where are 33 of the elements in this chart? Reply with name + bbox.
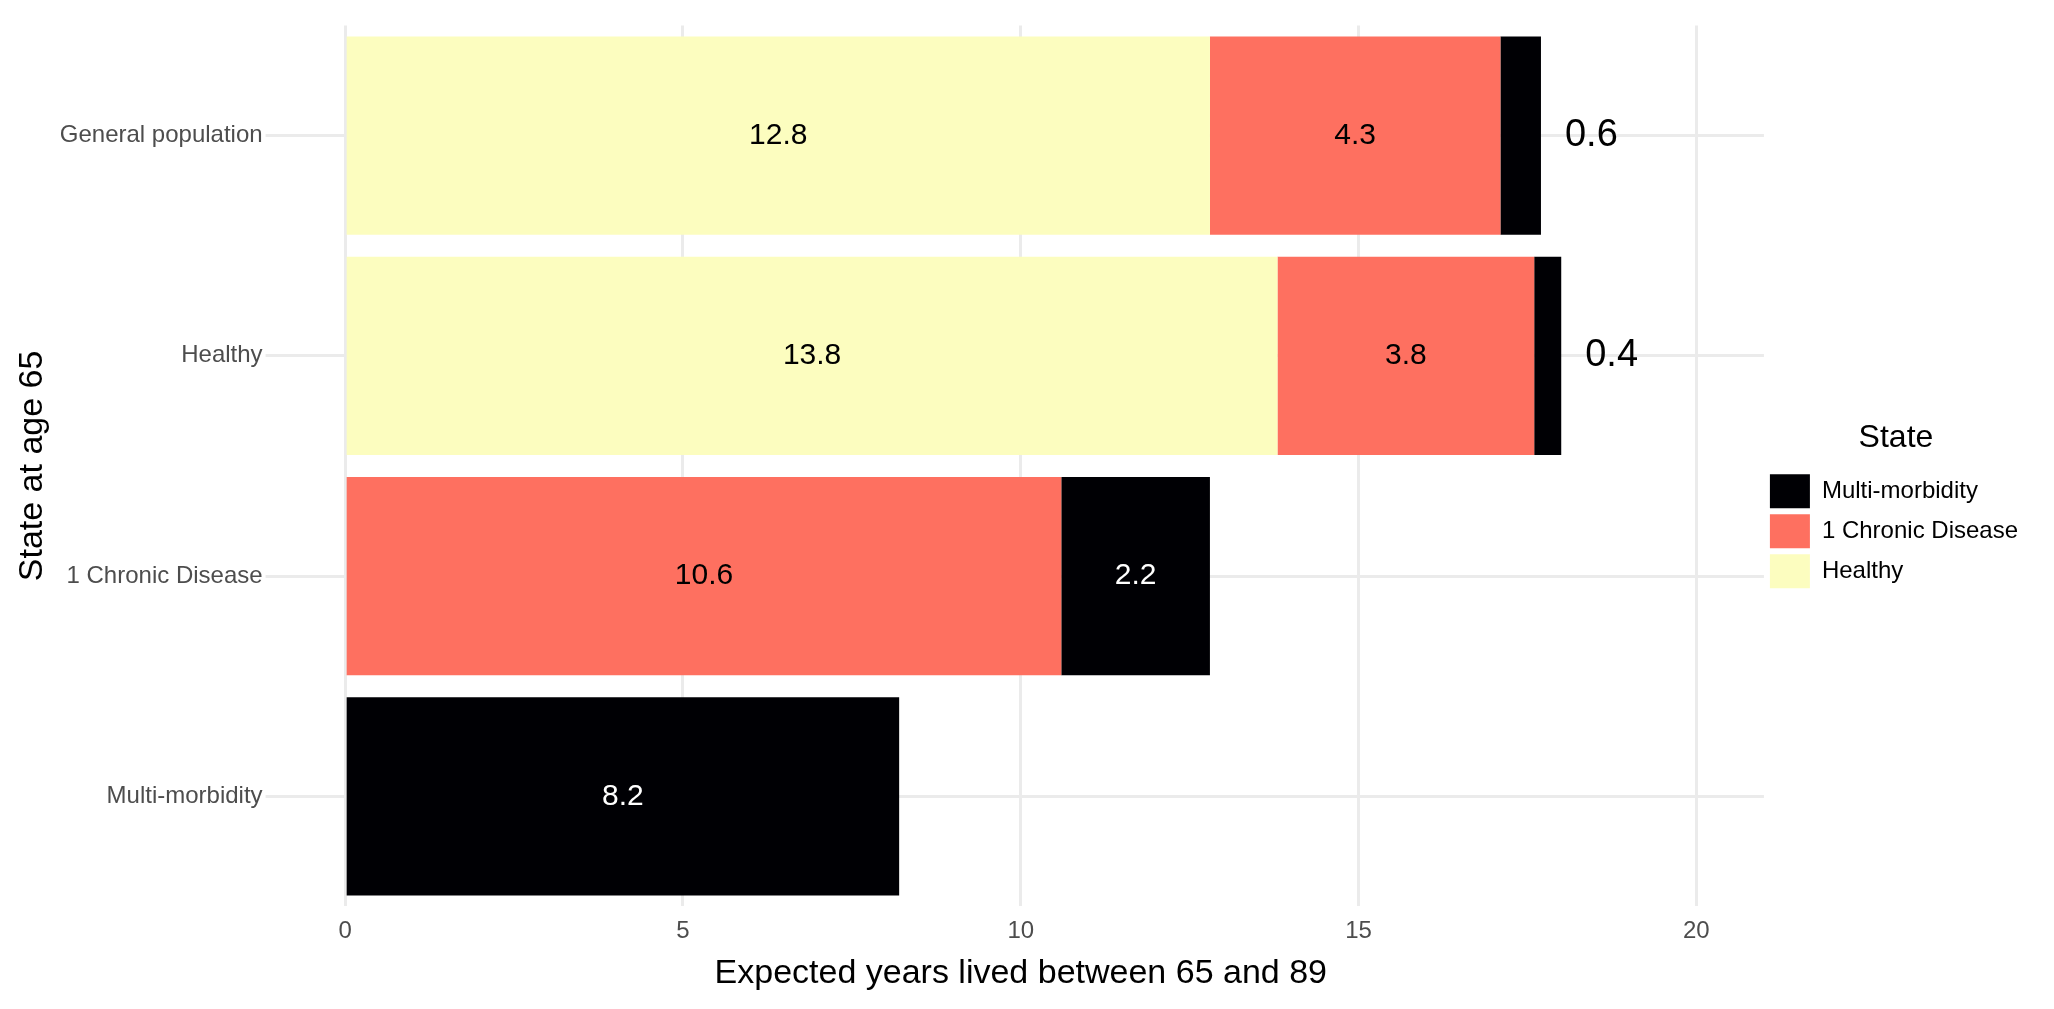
x-tick-label: 0	[338, 916, 352, 944]
bar	[346, 36, 1210, 235]
bar	[346, 697, 900, 896]
y-axis-title: State at age 65	[10, 350, 49, 582]
bar	[346, 256, 1278, 455]
data-label: 2.2	[1114, 557, 1157, 591]
x-axis-title: Expected years lived between 65 and 89	[714, 951, 1327, 990]
x-tick-label: 10	[1007, 916, 1035, 944]
data-label: 10.6	[674, 557, 734, 591]
data-label: 12.8	[749, 116, 808, 150]
x-tick-label: 15	[1345, 916, 1372, 944]
legend-label: 1 Chronic Disease	[1821, 515, 2018, 543]
data-label: 13.8	[782, 337, 842, 371]
bar	[1061, 476, 1210, 676]
bar	[1534, 256, 1562, 455]
y-tick-label: Multi-morbidity	[106, 780, 263, 808]
legend-label: Healthy	[1821, 555, 1904, 583]
y-tick-label: Healthy	[181, 340, 263, 368]
y-tick-label: 1 Chronic Disease	[66, 560, 263, 588]
bar	[1500, 36, 1541, 235]
bar	[1277, 256, 1535, 455]
data-label: 0.4	[1585, 332, 1639, 375]
y-tick-label: General population	[59, 120, 263, 148]
bar	[346, 476, 1062, 676]
x-tick-label: 5	[676, 916, 690, 944]
bar	[1209, 36, 1501, 235]
data-label: 8.2	[602, 777, 644, 811]
data-label: 0.6	[1564, 112, 1618, 155]
legend-label: Multi-morbidity	[1821, 475, 1978, 503]
x-tick-label: 20	[1683, 916, 1710, 944]
legend-title: State	[1858, 417, 1934, 454]
data-label: 4.3	[1334, 116, 1377, 150]
data-label: 3.8	[1384, 337, 1427, 371]
